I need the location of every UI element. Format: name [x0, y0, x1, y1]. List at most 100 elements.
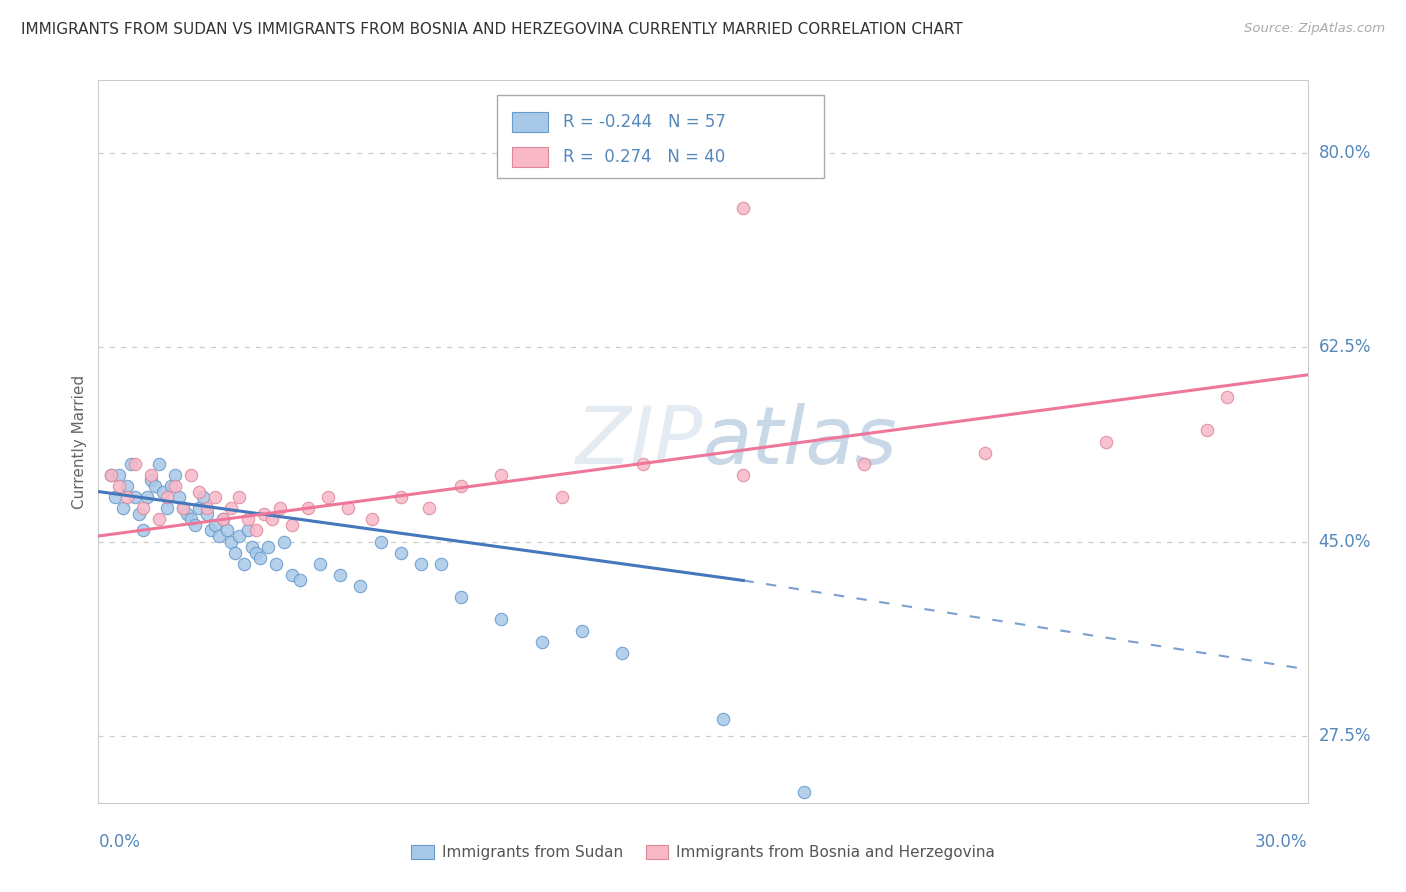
FancyBboxPatch shape [512, 112, 548, 132]
Point [148, 457, 170, 471]
Point [180, 467, 202, 482]
Point [204, 517, 226, 532]
Point [551, 490, 574, 504]
Point [160, 479, 183, 493]
Point [491, 612, 513, 626]
Point [195, 507, 218, 521]
Point [188, 484, 211, 499]
Point [139, 467, 162, 482]
Point [530, 634, 553, 648]
Point [297, 501, 319, 516]
Point [195, 501, 218, 516]
Point [450, 590, 472, 604]
Point [100, 467, 122, 482]
Point [212, 512, 235, 526]
Point [228, 529, 250, 543]
Point [107, 467, 129, 482]
Point [100, 467, 122, 482]
Point [1216, 390, 1239, 404]
Text: 0.0%: 0.0% [98, 833, 141, 851]
Point [111, 501, 134, 516]
Point [631, 457, 654, 471]
Point [103, 490, 125, 504]
Point [184, 517, 207, 532]
Point [148, 512, 170, 526]
Point [124, 490, 146, 504]
Point [172, 501, 194, 516]
FancyBboxPatch shape [512, 147, 548, 167]
Point [128, 507, 150, 521]
Point [132, 501, 155, 516]
Legend: Immigrants from Sudan, Immigrants from Bosnia and Herzegovina: Immigrants from Sudan, Immigrants from B… [405, 839, 1001, 866]
Point [612, 646, 634, 660]
Point [176, 507, 198, 521]
Point [156, 490, 179, 504]
Point [172, 501, 194, 516]
Text: 30.0%: 30.0% [1256, 833, 1308, 851]
Point [188, 501, 211, 516]
Text: 45.0%: 45.0% [1319, 533, 1371, 550]
Text: 27.5%: 27.5% [1319, 727, 1371, 745]
Point [853, 457, 876, 471]
Point [733, 467, 755, 482]
Point [974, 445, 997, 459]
Point [236, 524, 259, 538]
Point [135, 490, 157, 504]
Point [139, 474, 162, 488]
Point [200, 524, 222, 538]
Point [430, 557, 453, 571]
Point [309, 557, 332, 571]
Point [288, 574, 311, 588]
Y-axis label: Currently Married: Currently Married [72, 375, 87, 508]
Point [1195, 424, 1218, 438]
Point [329, 568, 352, 582]
Point [281, 517, 304, 532]
Point [180, 512, 202, 526]
Point [193, 490, 215, 504]
Point [232, 557, 254, 571]
Text: Source: ZipAtlas.com: Source: ZipAtlas.com [1244, 22, 1385, 36]
Point [167, 490, 190, 504]
Point [163, 467, 186, 482]
Point [217, 524, 239, 538]
Point [418, 501, 440, 516]
Point [337, 501, 360, 516]
Point [281, 568, 304, 582]
Point [221, 501, 243, 516]
Point [115, 479, 138, 493]
Point [124, 457, 146, 471]
Point [224, 546, 246, 560]
Point [107, 479, 129, 493]
Point [409, 557, 432, 571]
Point [208, 529, 231, 543]
Point [571, 624, 593, 638]
Point [228, 490, 250, 504]
Point [349, 579, 371, 593]
Point [253, 507, 276, 521]
FancyBboxPatch shape [498, 95, 824, 178]
Point [711, 713, 734, 727]
Point [316, 490, 339, 504]
Point [156, 501, 179, 516]
Text: 80.0%: 80.0% [1319, 144, 1371, 161]
Point [361, 512, 384, 526]
Point [132, 524, 155, 538]
Text: IMMIGRANTS FROM SUDAN VS IMMIGRANTS FROM BOSNIA AND HERZEGOVINA CURRENTLY MARRIE: IMMIGRANTS FROM SUDAN VS IMMIGRANTS FROM… [21, 22, 963, 37]
Point [163, 479, 186, 493]
Point [240, 540, 263, 554]
Point [491, 467, 513, 482]
Point [450, 479, 472, 493]
Point [260, 512, 283, 526]
Point [273, 534, 295, 549]
Point [256, 540, 278, 554]
Point [793, 785, 815, 799]
Point [269, 501, 291, 516]
Text: atlas: atlas [703, 402, 898, 481]
Point [249, 551, 271, 566]
Point [236, 512, 259, 526]
Text: 62.5%: 62.5% [1319, 338, 1371, 356]
Point [120, 457, 142, 471]
Point [115, 490, 138, 504]
Point [245, 546, 267, 560]
Point [370, 534, 392, 549]
